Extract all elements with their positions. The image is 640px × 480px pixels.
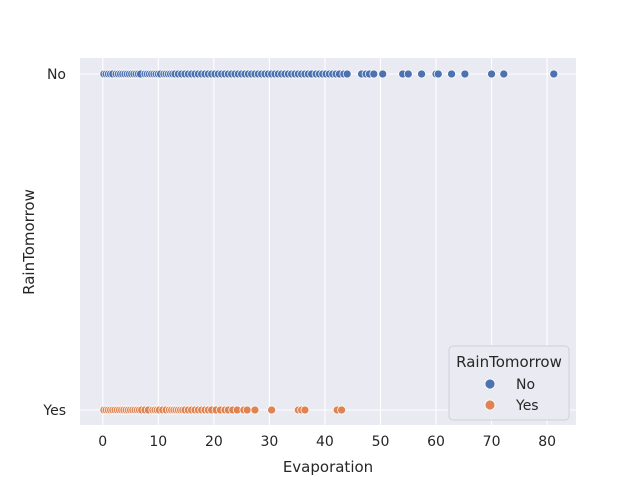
data-point-yes — [250, 405, 260, 415]
data-point-no — [369, 69, 379, 79]
data-point-no — [433, 69, 443, 79]
x-tick-label: 50 — [372, 434, 390, 450]
x-tick-label: 10 — [149, 434, 167, 450]
x-tick-label: 20 — [205, 434, 223, 450]
legend-yes-label: Yes — [515, 398, 539, 414]
data-point-no — [417, 69, 426, 79]
x-tick-label: 70 — [483, 434, 501, 450]
x-gridlines — [102, 58, 548, 425]
series-no-points — [99, 69, 559, 79]
legend: RainTomorrow No Yes — [448, 345, 570, 421]
legend-box — [448, 345, 570, 421]
x-axis-title: Evaporation — [283, 458, 373, 476]
data-point-no — [342, 69, 352, 79]
legend-no-label: No — [516, 377, 535, 393]
legend-yes-marker — [484, 399, 496, 411]
legend-title: RainTomorrow — [456, 353, 562, 371]
data-point-yes — [300, 405, 310, 415]
x-tick-label: 60 — [427, 434, 445, 450]
y-tick-label: No — [47, 67, 66, 83]
data-point-no — [549, 69, 559, 79]
x-tick-labels: 0 10 20 30 40 50 60 70 80 — [98, 434, 556, 450]
x-tick-label: 40 — [316, 434, 334, 450]
x-tick-label: 30 — [260, 434, 278, 450]
legend-no-marker — [484, 378, 496, 390]
y-tick-label: Yes — [42, 403, 66, 419]
y-tick-labels: No Yes — [42, 67, 66, 419]
data-point-no — [378, 69, 388, 79]
data-point-no — [447, 69, 456, 79]
series-yes-points — [99, 405, 346, 415]
y-axis-title: RainTomorrow — [20, 189, 38, 295]
data-point-yes — [267, 405, 276, 415]
data-point-no — [460, 69, 470, 79]
data-point-no — [499, 69, 509, 79]
data-point-yes — [242, 405, 252, 415]
data-point-yes — [337, 405, 346, 415]
data-point-no — [403, 69, 413, 79]
data-point-no — [487, 69, 496, 79]
x-tick-label: 0 — [98, 434, 107, 450]
x-tick-label: 80 — [538, 434, 556, 450]
